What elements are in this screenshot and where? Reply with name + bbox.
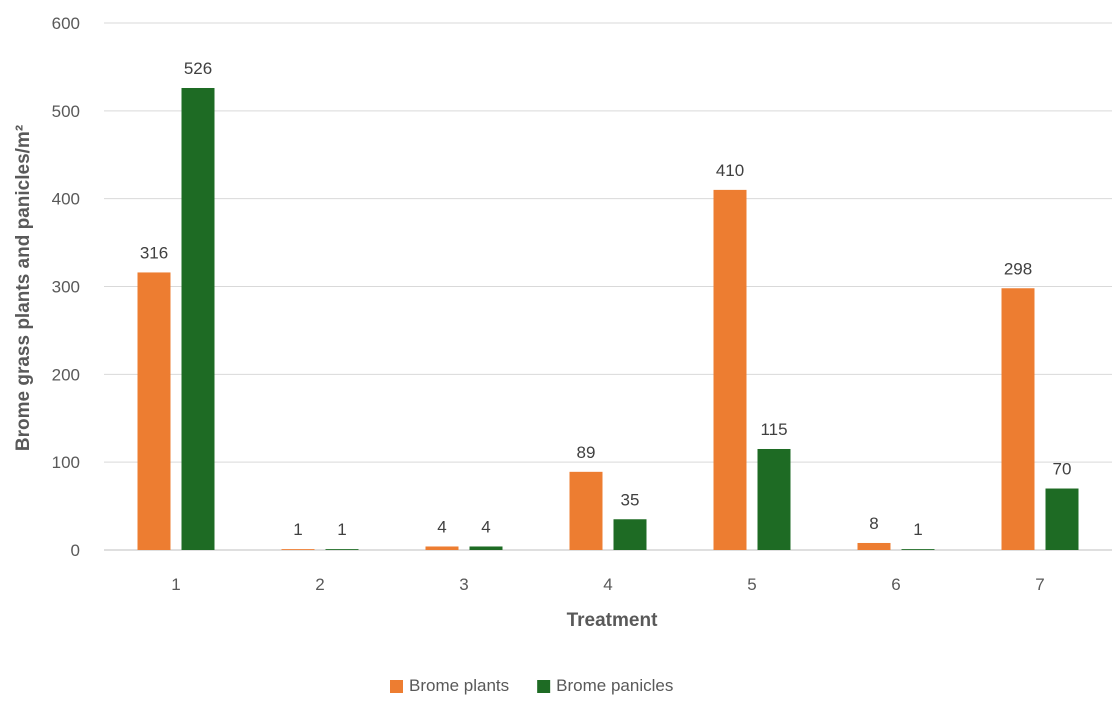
legend-label: Brome plants xyxy=(409,676,509,695)
bar xyxy=(469,546,503,550)
x-tick-label: 5 xyxy=(747,575,756,594)
x-tick-label: 4 xyxy=(603,575,612,594)
legend-label: Brome panicles xyxy=(556,676,673,695)
x-tick-label: 6 xyxy=(891,575,900,594)
bar xyxy=(713,189,747,550)
x-tick-label: 2 xyxy=(315,575,324,594)
y-tick-label: 300 xyxy=(52,278,80,297)
y-tick-label: 100 xyxy=(52,453,80,472)
data-label: 35 xyxy=(621,490,640,509)
bar xyxy=(757,448,791,550)
x-tick-label: 1 xyxy=(171,575,180,594)
data-label: 4 xyxy=(437,517,446,536)
y-tick-label: 600 xyxy=(52,14,80,33)
data-label: 4 xyxy=(481,517,490,536)
bars xyxy=(137,87,1079,550)
bar xyxy=(613,519,647,550)
bar xyxy=(281,549,315,550)
y-tick-label: 0 xyxy=(71,541,80,560)
x-tick-label: 3 xyxy=(459,575,468,594)
data-label: 316 xyxy=(140,243,168,262)
bar xyxy=(325,549,359,550)
data-label: 1 xyxy=(293,520,302,539)
y-axis-ticks: 0 100 200 300 400 500 600 xyxy=(52,14,80,560)
bar xyxy=(425,546,459,550)
data-label: 8 xyxy=(869,514,878,533)
gridlines xyxy=(104,22,1112,551)
y-tick-label: 500 xyxy=(52,102,80,121)
y-tick-label: 400 xyxy=(52,190,80,209)
y-tick-label: 200 xyxy=(52,365,80,384)
data-label: 115 xyxy=(760,420,787,439)
bar xyxy=(181,87,215,550)
legend-swatch xyxy=(537,680,551,693)
y-axis-title: Brome grass plants and panicles/m² xyxy=(13,125,34,451)
bar xyxy=(1045,488,1079,550)
data-label: 410 xyxy=(716,161,744,180)
legend-swatch xyxy=(390,680,403,693)
data-labels: 316 526 1 1 4 4 89 35 410 115 8 1 298 70 xyxy=(140,59,1072,539)
data-label: 70 xyxy=(1053,460,1072,479)
bar xyxy=(137,272,171,550)
bar xyxy=(857,542,891,550)
bar xyxy=(569,471,603,550)
x-axis-ticks: 1 2 3 4 5 6 7 xyxy=(171,575,1044,594)
bar xyxy=(901,549,935,550)
x-tick-label: 7 xyxy=(1035,575,1044,594)
legend: Brome plants Brome panicles xyxy=(390,676,673,695)
data-label: 89 xyxy=(577,443,596,462)
x-axis-title: Treatment xyxy=(567,610,658,631)
bar xyxy=(1001,288,1035,550)
data-label: 1 xyxy=(913,520,922,539)
data-label: 526 xyxy=(184,59,212,78)
data-label: 298 xyxy=(1004,259,1032,278)
data-label: 1 xyxy=(337,520,346,539)
